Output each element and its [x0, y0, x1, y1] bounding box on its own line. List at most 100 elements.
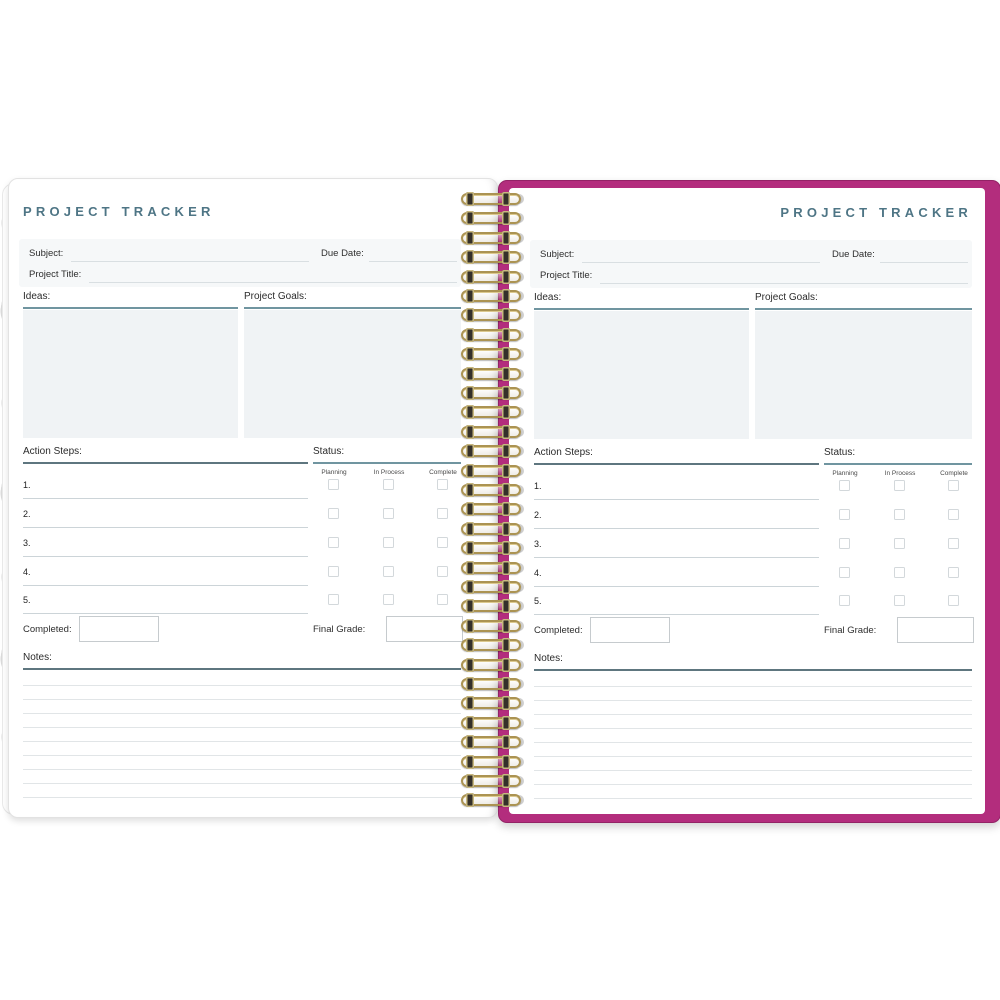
spiral-coil [461, 366, 521, 381]
status-checkbox [839, 538, 850, 549]
due-date-write-line [880, 262, 968, 263]
notes-write-line [534, 770, 972, 771]
completed-box [79, 616, 159, 642]
notes-write-line [23, 699, 461, 700]
notes-write-line [534, 784, 972, 785]
action-step-write-line [23, 527, 308, 528]
status-column-complete: Complete [429, 469, 457, 476]
action-steps-label: Action Steps: [23, 446, 82, 457]
header-fields-panel: Subject: Due Date: Project Title: [530, 240, 972, 288]
completed-box [590, 617, 670, 643]
status-checkbox [328, 508, 339, 519]
notes-write-line [534, 728, 972, 729]
status-checkbox [437, 594, 448, 605]
status-checkbox-row [23, 537, 461, 548]
action-step-write-line [534, 557, 819, 558]
status-checkbox-row [23, 508, 461, 519]
right-page: PROJECT TRACKER Subject: Due Date: Proje… [509, 188, 985, 814]
spiral-coil [461, 424, 521, 439]
project-title-label: Project Title: [29, 269, 82, 280]
page-title: PROJECT TRACKER [23, 204, 215, 219]
tracker-sheet: PROJECT TRACKER Subject: Due Date: Proje… [19, 179, 463, 817]
action-step-write-line [23, 585, 308, 586]
spiral-coil [461, 444, 521, 459]
spiral-coil [461, 793, 521, 808]
action-steps-rule [534, 463, 819, 465]
notes-label: Notes: [23, 652, 52, 663]
status-checkbox [948, 480, 959, 491]
spiral-coil [461, 269, 521, 284]
due-date-write-line [369, 261, 457, 262]
action-step-write-line [534, 528, 819, 529]
spiral-coil [461, 386, 521, 400]
status-checkbox [383, 479, 394, 490]
project-goals-rule [755, 308, 972, 310]
spiral-coil [461, 211, 521, 226]
notes-write-line [23, 727, 461, 728]
notes-write-line [23, 783, 461, 784]
ideas-label: Ideas: [23, 291, 51, 302]
action-step-write-line [534, 499, 819, 500]
status-column-complete: Complete [940, 470, 968, 477]
status-checkbox [328, 537, 339, 548]
action-step-write-line [23, 498, 308, 499]
spiral-coil [461, 541, 521, 556]
spiral-coil [461, 657, 521, 672]
action-step-write-line [23, 556, 308, 557]
subject-label: Subject: [540, 249, 575, 260]
status-label: Status: [824, 447, 856, 458]
status-checkbox [383, 537, 394, 548]
status-checkbox [894, 509, 905, 520]
notes-write-line [23, 713, 461, 714]
spiral-coil [461, 192, 521, 206]
status-checkbox [894, 567, 905, 578]
action-step-number: 1. [534, 481, 542, 491]
spiral-coil [461, 347, 521, 362]
action-step-number: 5. [23, 595, 31, 605]
status-checkbox-row [534, 567, 972, 578]
status-checkbox [894, 538, 905, 549]
status-rule [824, 463, 972, 465]
ideas-box [23, 310, 238, 438]
notes-label: Notes: [534, 653, 563, 664]
header-fields-panel: Subject: Due Date: Project Title: [19, 239, 461, 287]
notes-write-line [534, 686, 972, 687]
final-grade-label: Final Grade: [313, 624, 366, 635]
status-checkbox [383, 508, 394, 519]
project-goals-label: Project Goals: [755, 292, 818, 303]
status-checkbox [437, 566, 448, 577]
status-checkbox-row [534, 480, 972, 491]
project-title-write-line [89, 282, 457, 283]
status-column-in-process: In Process [373, 469, 405, 476]
spiral-coil [461, 230, 521, 245]
subject-label: Subject: [29, 248, 64, 259]
final-grade-box [897, 617, 974, 643]
action-step-write-line [23, 613, 308, 614]
notebook-cover: PROJECT TRACKER Subject: Due Date: Proje… [498, 180, 1000, 823]
notes-write-line [534, 756, 972, 757]
status-checkbox-row [23, 479, 461, 490]
spiral-coil [461, 521, 521, 536]
spiral-coil [461, 599, 521, 614]
status-checkbox [839, 509, 850, 520]
project-goals-rule [244, 307, 461, 309]
left-page: PROJECT TRACKER Subject: Due Date: Proje… [8, 178, 498, 818]
status-checkbox-row [23, 594, 461, 605]
status-checkbox [383, 566, 394, 577]
status-label: Status: [313, 446, 345, 457]
notes-write-line [534, 714, 972, 715]
action-step-write-line [534, 614, 819, 615]
due-date-label: Due Date: [321, 248, 364, 259]
notes-write-line [23, 741, 461, 742]
notes-write-line [23, 755, 461, 756]
notes-rule [23, 668, 461, 670]
page-title: PROJECT TRACKER [780, 205, 972, 220]
ideas-rule [23, 307, 238, 309]
spiral-coil [461, 483, 521, 497]
spiral-coil [461, 502, 521, 517]
status-column-in-process: In Process [884, 470, 916, 477]
status-checkbox-row [534, 595, 972, 606]
spiral-coil [461, 580, 521, 594]
spiral-coil [461, 463, 521, 478]
status-checkbox [328, 594, 339, 605]
